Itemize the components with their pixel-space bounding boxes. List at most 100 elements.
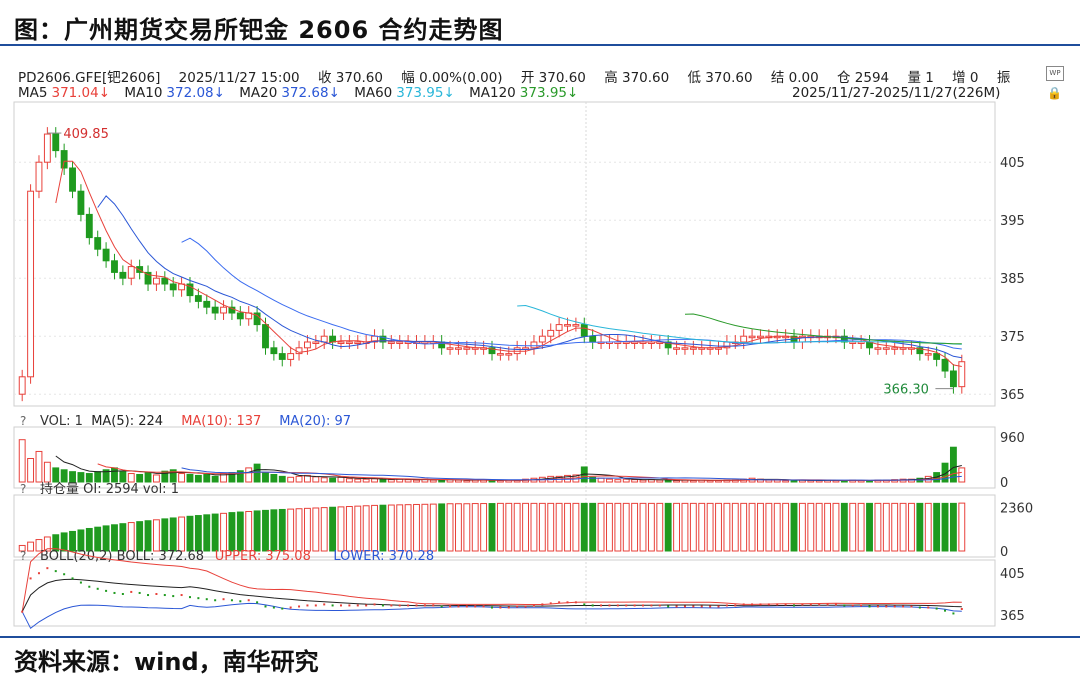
candle-body — [857, 341, 865, 344]
boll-upper-label: UPPER: 375.08 — [215, 549, 311, 564]
oi-bar — [211, 513, 219, 552]
boll-price-dot — [633, 604, 636, 607]
volume-bar — [941, 462, 949, 483]
lock-icon[interactable]: 🔒 — [1047, 86, 1062, 100]
volume-bar — [782, 480, 790, 483]
boll-price-dot — [323, 603, 326, 606]
oi-bar — [622, 502, 630, 552]
oi-bar — [421, 503, 429, 552]
oi-bar — [186, 515, 194, 552]
candle-body — [379, 335, 387, 343]
candle-body — [849, 341, 857, 344]
boll-price-dot — [952, 612, 955, 615]
oi-bar — [337, 506, 345, 552]
oi-bar — [673, 502, 681, 552]
candle-body — [891, 347, 899, 350]
candle-body — [27, 190, 35, 378]
oi-bar — [77, 529, 85, 552]
quote-amplitude: 振 — [996, 70, 1011, 86]
quote-change: 幅 0.00%(0.00) — [401, 70, 503, 86]
volume-bar — [765, 479, 773, 483]
oi-bar — [689, 502, 697, 552]
oi-bar — [698, 502, 706, 552]
oi-bar — [765, 502, 773, 552]
oi-bar — [589, 502, 597, 552]
boll-price-dot — [583, 603, 586, 606]
volume-bar — [413, 479, 420, 483]
oi-bar — [916, 502, 924, 552]
volume-bar — [236, 470, 244, 483]
boll-price-dot — [155, 593, 158, 595]
candle-body — [43, 133, 51, 163]
volume-bar — [52, 467, 60, 483]
candle-body — [463, 347, 471, 350]
oi-bar — [924, 502, 932, 552]
boll-price-dot — [180, 594, 183, 597]
boll-price-dot — [214, 599, 217, 602]
ma10-label: MA10 372.08↓ — [124, 85, 225, 101]
candle-body — [874, 347, 882, 350]
candle-body — [757, 335, 764, 339]
boll-price-dot — [935, 607, 938, 610]
boll-tick-label: 365 — [1000, 609, 1025, 624]
candle-body — [958, 361, 966, 388]
volume-bar — [295, 475, 303, 483]
oi-bar — [681, 502, 689, 552]
boll-price-dot — [272, 606, 275, 609]
volume-bar — [60, 469, 68, 483]
boll-price-dot — [457, 605, 460, 608]
boll-price-dot — [71, 577, 74, 580]
oi-bar — [731, 502, 739, 552]
volume-ma-label: MA(5): 224 — [91, 414, 163, 429]
oi-bar — [899, 502, 907, 552]
wp-icon[interactable]: WP — [1046, 66, 1064, 81]
price-panel-frame — [13, 101, 996, 407]
boll-price-dot — [298, 605, 301, 608]
oi-bar — [496, 502, 504, 552]
ma120-label: MA120 373.95↓ — [469, 85, 579, 101]
oi-bar — [757, 502, 764, 552]
oi-bar — [530, 502, 538, 552]
boll-price-dot — [801, 603, 804, 606]
boll-price-dot — [717, 605, 720, 608]
oi-bar — [85, 527, 93, 552]
boll-price-dot — [734, 604, 737, 607]
boll-price-dot — [960, 607, 963, 610]
boll-price-dot — [910, 605, 913, 608]
volume-bar — [429, 479, 437, 483]
volume-ma-label: MA(20): 97 — [279, 414, 351, 429]
candle-body — [94, 237, 102, 250]
boll-price-dot — [834, 603, 837, 606]
oi-bar — [438, 503, 446, 552]
oi-bar — [715, 502, 722, 552]
volume-bar — [631, 479, 639, 483]
boll-price-dot — [826, 603, 829, 606]
oi-bar — [69, 530, 76, 552]
boll-price-dot — [423, 604, 426, 607]
boll-price-dot — [96, 587, 99, 590]
volume-bar — [463, 480, 471, 483]
boll-price-dot — [63, 573, 66, 576]
boll-price-dot — [239, 600, 242, 603]
candle-body — [152, 277, 160, 285]
oi-bar — [203, 514, 211, 552]
candle-body — [589, 335, 597, 343]
volume-bar — [186, 473, 194, 483]
volume-legend: VOL: 1 — [40, 414, 83, 429]
volume-bar — [287, 476, 295, 483]
boll-price-dot — [88, 585, 91, 588]
boll-price-dot — [608, 604, 611, 607]
oi-bar — [949, 502, 957, 552]
boll-price-dot — [918, 606, 921, 609]
candle-body — [538, 335, 546, 343]
oi-bar — [463, 503, 471, 552]
ma120-line — [684, 313, 962, 345]
price-tick-label: 385 — [1000, 272, 1025, 287]
candle-body — [52, 133, 60, 152]
candle-body — [161, 277, 169, 285]
volume-bar — [270, 473, 278, 483]
oi-bar — [564, 502, 571, 552]
volume-bar — [790, 480, 798, 483]
volume-bar — [127, 473, 135, 483]
oi-bar — [840, 502, 848, 552]
